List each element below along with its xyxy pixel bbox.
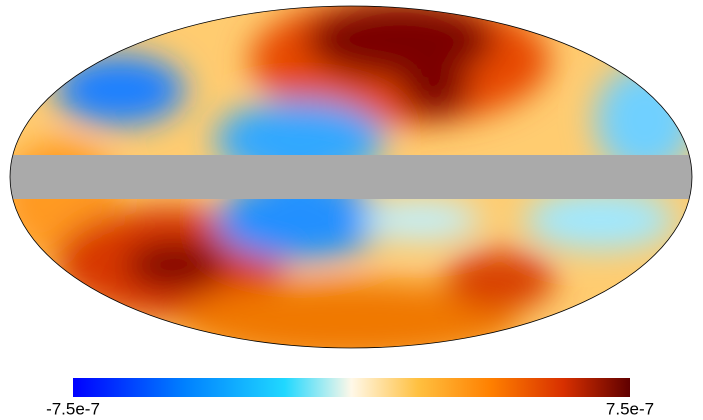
colorbar-tick-label: 7.5e-7 xyxy=(606,399,654,418)
masked-band xyxy=(10,155,692,199)
colorbar-tick-label: -7.5e-7 xyxy=(46,399,100,418)
colorbar xyxy=(73,378,630,397)
map-outline xyxy=(9,5,693,349)
map-field xyxy=(10,6,692,348)
